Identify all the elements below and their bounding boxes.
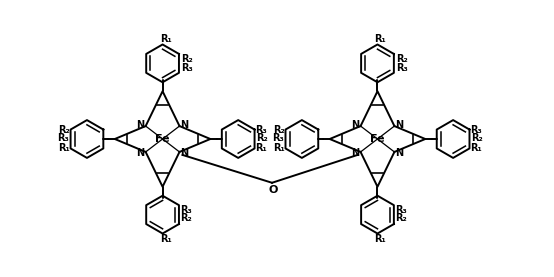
Text: R₂: R₂: [181, 54, 192, 64]
Text: R₂: R₂: [58, 125, 70, 135]
Text: N: N: [137, 148, 145, 158]
Text: R₁: R₁: [160, 235, 171, 245]
Text: R₃: R₃: [180, 205, 192, 215]
Text: R₁: R₁: [375, 34, 386, 43]
Text: R₁: R₁: [160, 34, 171, 43]
Text: N: N: [181, 148, 188, 158]
Text: R₂: R₂: [273, 125, 285, 135]
Text: N: N: [137, 120, 145, 130]
Text: R₁: R₁: [58, 143, 70, 153]
Text: N: N: [181, 120, 188, 130]
Text: O: O: [268, 185, 278, 195]
Text: R₃: R₃: [272, 133, 284, 143]
Text: R₂: R₂: [396, 54, 407, 64]
Text: R₃: R₃: [396, 63, 407, 73]
Text: R₁: R₁: [375, 235, 386, 245]
Text: R₁: R₁: [470, 143, 482, 153]
Text: N: N: [396, 120, 403, 130]
Text: N: N: [352, 148, 360, 158]
Text: R₂: R₂: [394, 213, 407, 223]
Text: R₂: R₂: [257, 133, 268, 143]
Text: R₃: R₃: [470, 125, 482, 135]
Text: R₂: R₂: [180, 213, 192, 223]
Text: R₃: R₃: [255, 125, 267, 135]
Text: R₁: R₁: [255, 143, 267, 153]
Text: R₃: R₃: [394, 205, 407, 215]
Text: R₃: R₃: [57, 133, 69, 143]
Text: N: N: [396, 148, 403, 158]
Text: R₃: R₃: [181, 63, 192, 73]
Text: Fe: Fe: [155, 134, 170, 144]
Text: R₁: R₁: [273, 143, 285, 153]
Text: N: N: [352, 120, 360, 130]
Text: Fe: Fe: [370, 134, 384, 144]
Text: R₂: R₂: [471, 133, 483, 143]
